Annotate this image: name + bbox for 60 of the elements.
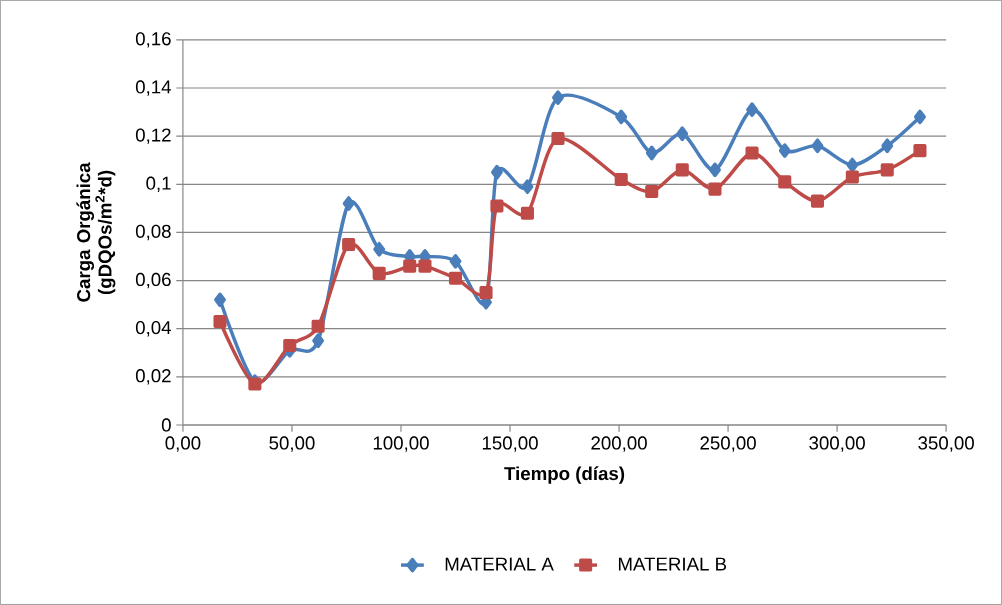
x-tick-label: 300,00 xyxy=(809,436,865,452)
point xyxy=(373,241,386,257)
point xyxy=(708,182,722,196)
x-tick-label: 250,00 xyxy=(700,436,756,452)
y-tick-label: 0,1 xyxy=(146,176,171,193)
point xyxy=(449,254,462,269)
point xyxy=(880,163,894,177)
point xyxy=(675,163,689,177)
x-tick-label: 150,00 xyxy=(482,436,538,452)
point xyxy=(312,333,325,349)
y-tick-label: 0,16 xyxy=(135,32,171,48)
point xyxy=(448,271,463,285)
point xyxy=(645,185,659,199)
point xyxy=(810,194,825,208)
point xyxy=(846,157,859,173)
point xyxy=(709,162,721,178)
point xyxy=(283,339,297,353)
y-tick-label: 0,12 xyxy=(135,128,171,144)
x-tick-label: 200,00 xyxy=(591,436,647,452)
point xyxy=(811,138,824,154)
x-tick-label: 350,00 xyxy=(918,436,974,452)
y-tick-label: 0,02 xyxy=(135,369,171,385)
point xyxy=(913,144,927,158)
y-tick-label: 0,14 xyxy=(135,80,171,96)
point xyxy=(778,143,791,158)
point xyxy=(552,90,564,106)
point xyxy=(418,259,432,273)
point xyxy=(342,237,356,252)
point xyxy=(615,109,628,125)
x-tick-label: 100,00 xyxy=(373,436,429,452)
legend-label: MATERIAL B xyxy=(618,557,727,571)
y-tick-label: 0,08 xyxy=(135,224,171,241)
point xyxy=(746,102,758,118)
point xyxy=(614,172,628,187)
point xyxy=(403,259,417,273)
point xyxy=(914,109,926,125)
x-tick-label: 0,00 xyxy=(165,436,201,452)
point xyxy=(676,126,689,142)
x-tick-label: 50,00 xyxy=(269,436,315,452)
point xyxy=(490,199,504,213)
y-tick-label: 0 xyxy=(161,418,171,432)
y-tick-label: 0,04 xyxy=(135,321,171,337)
point xyxy=(645,145,658,161)
point xyxy=(778,175,792,189)
point xyxy=(214,292,226,308)
y-tick-label: 0,06 xyxy=(135,272,171,289)
point xyxy=(745,146,759,160)
point xyxy=(551,132,565,146)
point xyxy=(342,196,355,211)
point xyxy=(520,206,534,220)
x-axis-title: Tiempo (días) xyxy=(504,466,625,484)
legend-label: MATERIAL A xyxy=(445,557,554,571)
point xyxy=(845,170,859,184)
point xyxy=(490,164,503,180)
point xyxy=(881,138,894,154)
point xyxy=(311,319,325,333)
point xyxy=(213,314,227,329)
point xyxy=(372,266,386,280)
point xyxy=(521,179,534,195)
point xyxy=(479,286,493,300)
